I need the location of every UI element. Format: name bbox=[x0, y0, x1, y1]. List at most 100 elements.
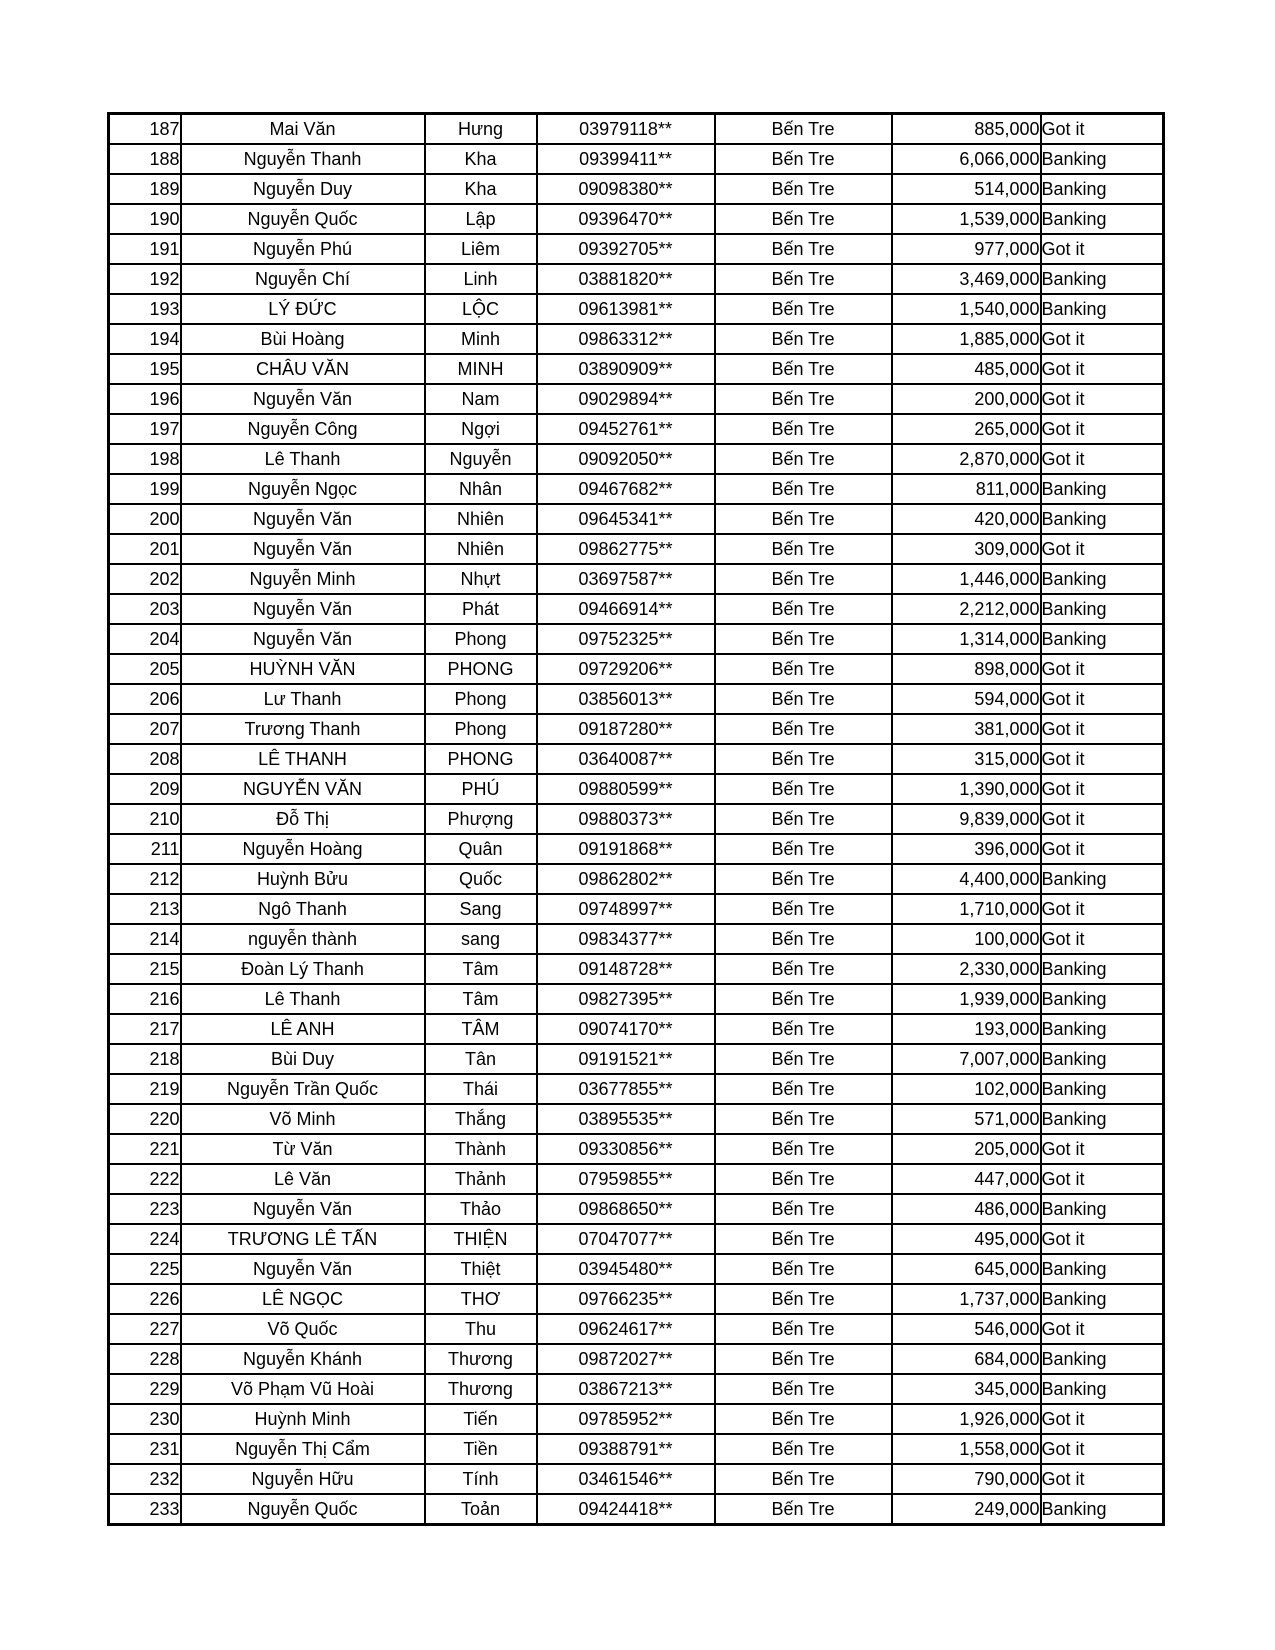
cell-row-number: 217 bbox=[107, 1013, 182, 1045]
cell-first-name: LÊ THANH bbox=[179, 743, 426, 775]
cell-phone: 09452761** bbox=[535, 413, 716, 445]
cell-row-number: 221 bbox=[107, 1133, 182, 1165]
cell-province: Bến Tre bbox=[713, 1013, 893, 1045]
cell-row-number: 227 bbox=[107, 1313, 182, 1345]
cell-phone: 09645341** bbox=[535, 503, 716, 535]
cell-last-name: Nam bbox=[423, 383, 538, 415]
cell-amount: 2,212,000 bbox=[890, 593, 1042, 625]
cell-first-name: Nguyễn Chí bbox=[179, 263, 426, 295]
cell-first-name: Nguyễn Khánh bbox=[179, 1343, 426, 1375]
cell-status: Banking bbox=[1039, 953, 1165, 985]
cell-last-name: Phát bbox=[423, 593, 538, 625]
cell-phone: 09098380** bbox=[535, 173, 716, 205]
cell-province: Bến Tre bbox=[713, 1403, 893, 1435]
cell-phone: 09880373** bbox=[535, 803, 716, 835]
cell-status: Banking bbox=[1039, 983, 1165, 1015]
cell-amount: 420,000 bbox=[890, 503, 1042, 535]
cell-first-name: Nguyễn Quốc bbox=[179, 1493, 426, 1526]
cell-row-number: 198 bbox=[107, 443, 182, 475]
cell-status: Banking bbox=[1039, 863, 1165, 895]
cell-phone: 09330856** bbox=[535, 1133, 716, 1165]
cell-last-name: Thảo bbox=[423, 1193, 538, 1225]
cell-phone: 03890909** bbox=[535, 353, 716, 385]
cell-status: Banking bbox=[1039, 1043, 1165, 1075]
cell-status: Banking bbox=[1039, 1493, 1165, 1526]
cell-phone: 09613981** bbox=[535, 293, 716, 325]
cell-amount: 594,000 bbox=[890, 683, 1042, 715]
cell-phone: 09872027** bbox=[535, 1343, 716, 1375]
cell-last-name: Tiền bbox=[423, 1433, 538, 1465]
cell-row-number: 193 bbox=[107, 293, 182, 325]
table-row: 215 Đoàn Lý Thanh Tâm 09148728** Bến Tre… bbox=[107, 953, 1165, 985]
table-row: 218 Bùi Duy Tân 09191521** Bến Tre 7,007… bbox=[107, 1043, 1165, 1075]
table-row: 202 Nguyễn Minh Nhựt 03697587** Bến Tre … bbox=[107, 563, 1165, 595]
cell-province: Bến Tre bbox=[713, 473, 893, 505]
cell-phone: 03895535** bbox=[535, 1103, 716, 1135]
cell-province: Bến Tre bbox=[713, 383, 893, 415]
table-row: 188 Nguyễn Thanh Kha 09399411** Bến Tre … bbox=[107, 143, 1165, 175]
cell-row-number: 231 bbox=[107, 1433, 182, 1465]
table-row: 197 Nguyễn Công Ngợi 09452761** Bến Tre … bbox=[107, 413, 1165, 445]
cell-last-name: Sang bbox=[423, 893, 538, 925]
cell-last-name: Thái bbox=[423, 1073, 538, 1105]
cell-phone: 09148728** bbox=[535, 953, 716, 985]
cell-first-name: Từ Văn bbox=[179, 1133, 426, 1165]
cell-phone: 09388791** bbox=[535, 1433, 716, 1465]
cell-phone: 09862775** bbox=[535, 533, 716, 565]
cell-phone: 09827395** bbox=[535, 983, 716, 1015]
cell-first-name: HUỲNH VĂN bbox=[179, 653, 426, 685]
cell-province: Bến Tre bbox=[713, 503, 893, 535]
cell-status: Got it bbox=[1039, 533, 1165, 565]
cell-first-name: Trương Thanh bbox=[179, 713, 426, 745]
cell-province: Bến Tre bbox=[713, 533, 893, 565]
cell-amount: 1,558,000 bbox=[890, 1433, 1042, 1465]
cell-phone: 03856013** bbox=[535, 683, 716, 715]
cell-amount: 514,000 bbox=[890, 173, 1042, 205]
cell-last-name: Tiến bbox=[423, 1403, 538, 1435]
table-row: 213 Ngô Thanh Sang 09748997** Bến Tre 1,… bbox=[107, 893, 1165, 925]
cell-amount: 1,446,000 bbox=[890, 563, 1042, 595]
cell-status: Got it bbox=[1039, 112, 1165, 145]
cell-last-name: Nhiên bbox=[423, 533, 538, 565]
cell-province: Bến Tre bbox=[713, 1313, 893, 1345]
cell-phone: 09863312** bbox=[535, 323, 716, 355]
cell-first-name: Nguyễn Minh bbox=[179, 563, 426, 595]
cell-first-name: Nguyễn Văn bbox=[179, 623, 426, 655]
cell-province: Bến Tre bbox=[713, 233, 893, 265]
cell-first-name: nguyễn thành bbox=[179, 923, 426, 955]
table-row: 225 Nguyễn Văn Thiệt 03945480** Bến Tre … bbox=[107, 1253, 1165, 1285]
cell-phone: 09752325** bbox=[535, 623, 716, 655]
cell-province: Bến Tre bbox=[713, 143, 893, 175]
cell-row-number: 202 bbox=[107, 563, 182, 595]
cell-row-number: 213 bbox=[107, 893, 182, 925]
cell-last-name: Quân bbox=[423, 833, 538, 865]
cell-province: Bến Tre bbox=[713, 443, 893, 475]
cell-status: Got it bbox=[1039, 1403, 1165, 1435]
cell-last-name: Lập bbox=[423, 203, 538, 235]
cell-province: Bến Tre bbox=[713, 1433, 893, 1465]
cell-province: Bến Tre bbox=[713, 833, 893, 865]
cell-row-number: 189 bbox=[107, 173, 182, 205]
cell-phone: 09187280** bbox=[535, 713, 716, 745]
cell-status: Got it bbox=[1039, 803, 1165, 835]
table-body: 187 Mai Văn Hưng 03979118** Bến Tre 885,… bbox=[107, 112, 1165, 1526]
cell-row-number: 196 bbox=[107, 383, 182, 415]
cell-amount: 1,939,000 bbox=[890, 983, 1042, 1015]
cell-row-number: 222 bbox=[107, 1163, 182, 1195]
cell-province: Bến Tre bbox=[713, 923, 893, 955]
cell-last-name: TÂM bbox=[423, 1013, 538, 1045]
table-row: 200 Nguyễn Văn Nhiên 09645341** Bến Tre … bbox=[107, 503, 1165, 535]
cell-amount: 1,926,000 bbox=[890, 1403, 1042, 1435]
cell-phone: 09074170** bbox=[535, 1013, 716, 1045]
cell-row-number: 197 bbox=[107, 413, 182, 445]
table-row: 199 Nguyễn Ngọc Nhân 09467682** Bến Tre … bbox=[107, 473, 1165, 505]
cell-phone: 09191868** bbox=[535, 833, 716, 865]
table-row: 230 Huỳnh Minh Tiến 09785952** Bến Tre 1… bbox=[107, 1403, 1165, 1435]
cell-first-name: Nguyễn Ngọc bbox=[179, 473, 426, 505]
cell-last-name: Thương bbox=[423, 1343, 538, 1375]
cell-status: Got it bbox=[1039, 1463, 1165, 1495]
cell-phone: 03945480** bbox=[535, 1253, 716, 1285]
cell-province: Bến Tre bbox=[713, 623, 893, 655]
cell-amount: 315,000 bbox=[890, 743, 1042, 775]
cell-province: Bến Tre bbox=[713, 1283, 893, 1315]
